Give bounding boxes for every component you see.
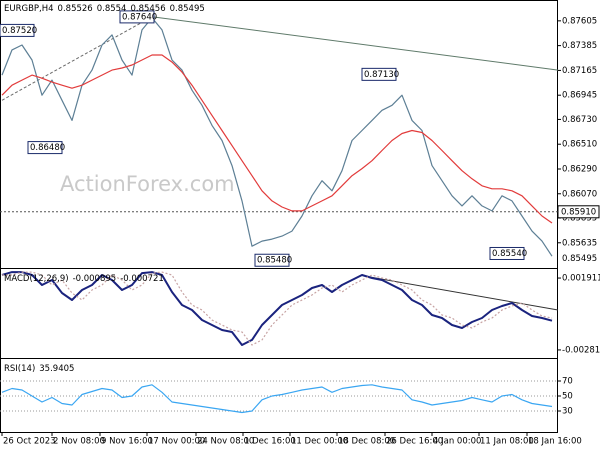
x-tick-label: 11 Dec 00:00 [291,437,348,447]
pane-title: EURGBP,H4 [4,4,54,14]
price-label-box [361,67,397,81]
y-tick-label: 70 [562,377,573,387]
y-tick-label: 0.86510 [562,140,597,150]
y-tick-label: 0.001911 [562,274,600,284]
y-tick-label: 0.86070 [562,189,597,199]
price-label: 0.85480 [257,256,292,266]
price-label-box [27,141,63,155]
y-tick-label: 0.86290 [562,164,597,174]
y-tick-label: 0.86945 [562,91,597,101]
price-label: 0.87520 [2,26,37,36]
price-label: 0.85540 [492,249,527,259]
indicator-value: -0.000721 [120,274,164,284]
level-label: 0.85910 [561,207,596,217]
y-tick-label: 0.86730 [562,115,597,125]
price-label: 0.87130 [364,70,399,80]
pane-title: MACD(12,26,9) [4,274,69,284]
y-tick-label: 30 [562,407,573,417]
x-tick-label: 1 Dec 16:00 [244,437,296,447]
series-line [2,271,553,346]
y-tick-label: -0.002816 [562,345,600,355]
y-tick-label: 0.85635 [562,238,597,248]
last-price: 0.85495 [562,254,597,264]
ohlc-value: 0.85495 [170,4,205,14]
indicator-value: 35.9405 [39,364,74,374]
x-tick-label: 17 Nov 00:00 [148,437,205,447]
ohlc-value: 0.8554 [97,4,127,14]
series-line [1,271,553,346]
ohlc-value: 0.85526 [58,4,93,14]
indicator-value: -0.000895 [73,274,117,284]
x-tick-label: 24 Nov 08:00 [197,437,254,447]
x-tick-label: 4 Jan 00:00 [433,437,481,447]
pane-header: MACD(12,26,9) -0.000895 -0.000721 [4,274,164,284]
watermark: ActionForex.com [60,172,235,196]
price-label-box [119,10,155,24]
x-tick-label: 11 Jan 08:00 [480,437,534,447]
x-tick-label: 9 Nov 16:00 [101,437,153,447]
trendline [369,276,559,311]
y-tick-label: 0.87165 [562,66,597,76]
pane-header: EURGBP,H4 0.85526 0.8554 0.85456 0.85495 [4,4,205,14]
x-tick-label: 18 Dec 08:00 [338,437,395,447]
x-tick-label: 26 Oct 2023 [3,437,56,447]
y-tick-label: 50 [562,392,573,402]
pane-header: RSI(14) 35.9405 [4,364,74,374]
x-tick-label: 18 Jan 16:00 [528,437,582,447]
level-label-box [557,205,600,219]
plot-frame [0,0,558,433]
x-tick-label: 2 Nov 08:00 [53,437,105,447]
series-line [1,54,553,224]
price-label-box [489,246,525,260]
y-tick-label: 0.87385 [562,41,597,51]
price-label: 0.87640 [122,12,157,22]
y-tick-label: 0.87605 [562,16,597,26]
price-label-box [0,23,35,37]
y-tick-label: 0.85855 [562,213,597,223]
series-line [1,384,553,414]
x-tick-label: 26 Dec 16:00 [386,437,443,447]
price-label-box [254,253,290,267]
trendline [151,16,559,71]
trendline [1,16,153,101]
series-line [1,17,553,257]
ohlc-value: 0.85456 [130,4,165,14]
pane-title: RSI(14) [4,364,35,374]
price-label: 0.86480 [30,143,65,153]
